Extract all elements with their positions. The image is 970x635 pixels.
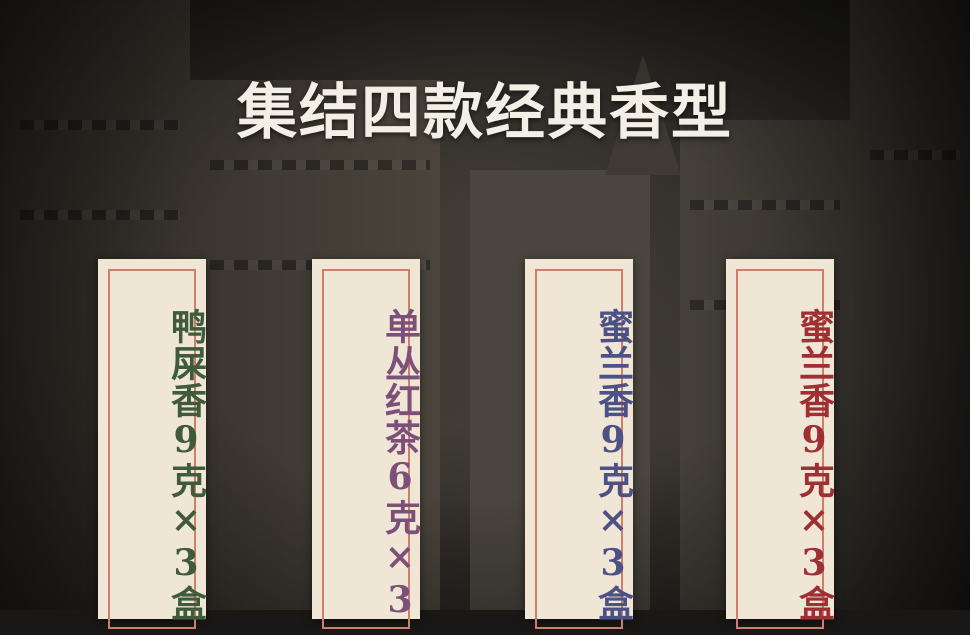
product-card-2: 单丛红茶6克×3	[312, 259, 421, 629]
card-label-text: 蜜兰香9克×3盒	[592, 308, 634, 622]
card-label-text: 鸭屎香9克×3盒	[165, 308, 207, 622]
card-label: 单丛红茶6克×3	[312, 295, 421, 635]
product-card-1: 鸭屎香9克×3盒	[98, 259, 207, 629]
product-card-4: 蜜兰香9克×3盒	[726, 259, 835, 629]
card-label-text: 蜜兰香9克×3盒	[793, 308, 835, 622]
card-label: 蜜兰香9克×3盒	[726, 295, 835, 635]
card-label: 蜜兰香9克×3盒	[525, 295, 634, 635]
card-label-text: 单丛红茶6克×3	[379, 308, 421, 622]
card-label: 鸭屎香9克×3盒	[98, 295, 207, 635]
product-card-3: 蜜兰香9克×3盒	[525, 259, 634, 629]
page-title: 集结四款经典香型	[237, 78, 733, 148]
